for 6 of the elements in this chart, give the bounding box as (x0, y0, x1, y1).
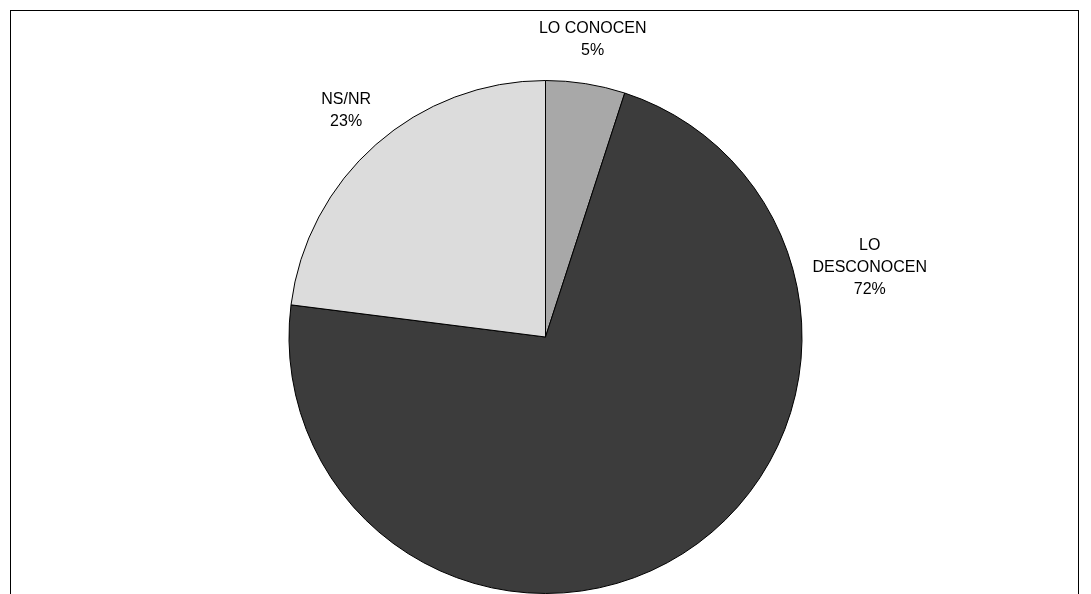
data-label: 23% (330, 112, 363, 130)
slice-label: LO DESCONOCEN (812, 236, 928, 276)
slice-label: NS/NR (321, 90, 372, 108)
data-label: 72% (853, 280, 886, 298)
slice-label: LO CONOCEN (538, 18, 647, 36)
data-label: 5% (581, 40, 605, 58)
